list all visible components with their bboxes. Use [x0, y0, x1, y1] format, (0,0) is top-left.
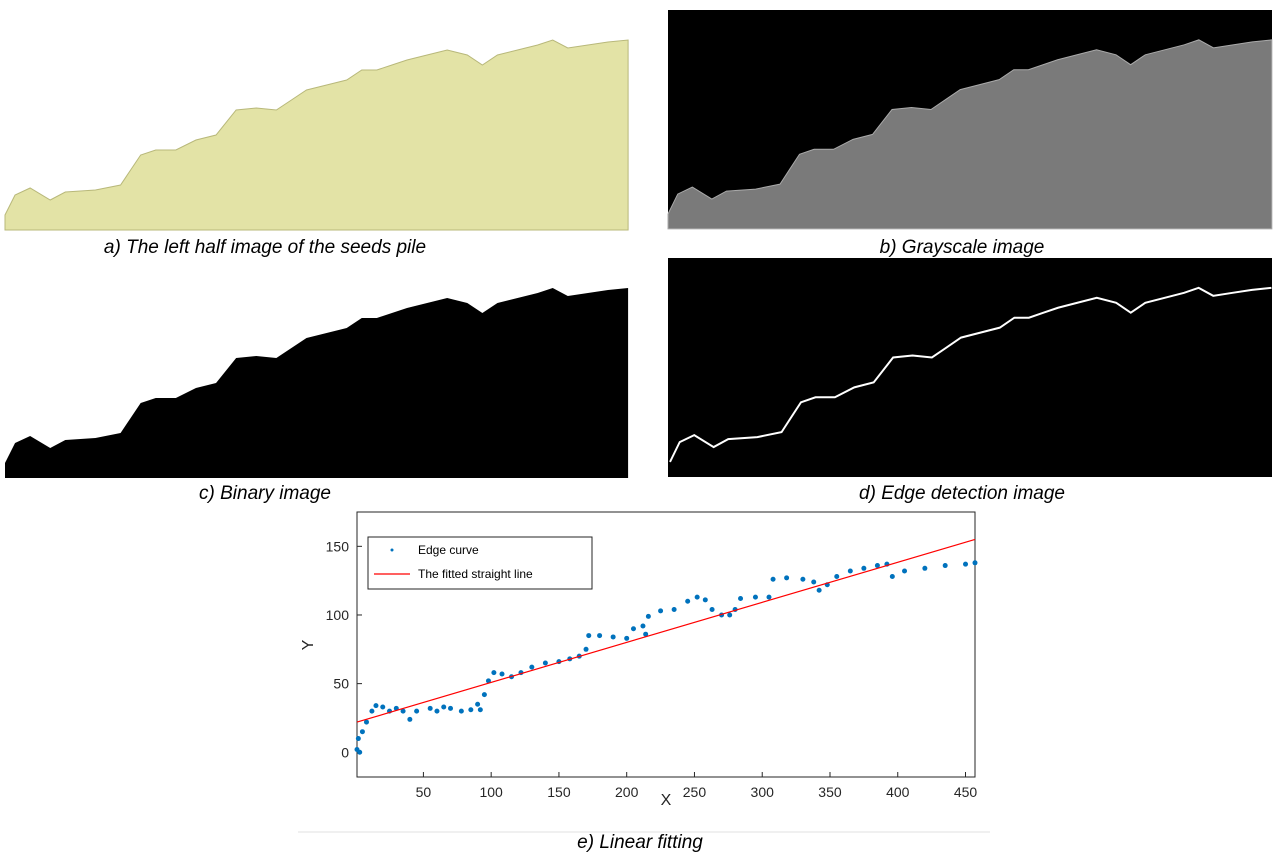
- edge-point: [963, 561, 969, 567]
- edge-point: [414, 708, 420, 714]
- edge-point: [363, 719, 369, 725]
- edge-point: [645, 613, 651, 619]
- edge-point: [694, 594, 700, 600]
- x-tick-label: 50: [416, 784, 432, 800]
- edge-point: [752, 594, 758, 600]
- caption: d) Edge detection image: [859, 483, 1065, 504]
- edge-point: [610, 634, 616, 640]
- legend-label: The fitted straight line: [418, 567, 533, 581]
- edge-point: [847, 568, 853, 574]
- edge-point: [624, 635, 630, 641]
- edge-point: [800, 576, 806, 582]
- edge-point: [640, 623, 646, 629]
- edge-point: [400, 708, 406, 714]
- edge-point: [643, 631, 649, 637]
- edge-point: [407, 716, 413, 722]
- edge-point: [889, 574, 895, 580]
- edge-point: [861, 565, 867, 571]
- edge-point: [491, 670, 497, 676]
- edge-point: [542, 660, 548, 666]
- y-tick-label: 150: [326, 538, 350, 554]
- edge-point: [902, 568, 908, 574]
- edge-point: [529, 664, 535, 670]
- panel-c-image: [5, 288, 629, 478]
- y-tick-label: 100: [326, 607, 350, 623]
- legend-marker: [390, 548, 394, 552]
- edge-point: [766, 594, 772, 600]
- edge-point: [685, 598, 691, 604]
- legend-box: [367, 536, 593, 590]
- edge-point: [816, 587, 822, 593]
- x-axis-label: X: [661, 792, 672, 809]
- edge-point: [586, 633, 592, 639]
- x-tick-label: 200: [615, 784, 639, 800]
- edge-point: [499, 671, 505, 677]
- y-axis-label: Y: [300, 639, 317, 650]
- x-tick-label: 250: [683, 784, 707, 800]
- panel-d-image: [668, 258, 1272, 477]
- edge-point: [475, 701, 481, 707]
- edge-point: [355, 736, 361, 742]
- edge-point: [738, 596, 744, 602]
- edge-point: [468, 707, 474, 713]
- edge-point: [357, 749, 363, 755]
- edge-point: [709, 606, 715, 612]
- edge-point: [630, 626, 636, 632]
- edge-point: [441, 704, 447, 710]
- panel-a-image: [4, 39, 629, 231]
- fit-line: [356, 538, 976, 723]
- caption: b) Grayscale image: [880, 237, 1045, 258]
- edge-point: [485, 678, 491, 684]
- caption: e) Linear fitting: [577, 832, 703, 853]
- edge-point: [784, 575, 790, 581]
- y-tick-label: 50: [333, 676, 349, 692]
- caption: c) Binary image: [199, 483, 331, 504]
- edge-point: [477, 707, 483, 713]
- x-tick-label: 100: [479, 784, 503, 800]
- edge-point: [702, 597, 708, 603]
- edge-point: [811, 579, 817, 585]
- edge-point: [658, 608, 664, 614]
- edge-point: [770, 576, 776, 582]
- edge-point: [942, 563, 948, 569]
- x-tick-label: 350: [818, 784, 842, 800]
- edge-point: [373, 703, 379, 709]
- edge-point: [427, 705, 433, 711]
- edge-point: [481, 692, 487, 698]
- y-tick-label: 0: [341, 744, 349, 760]
- edge-point: [583, 646, 589, 652]
- edge-point: [727, 612, 733, 618]
- edge-point: [448, 705, 454, 711]
- caption: a) The left half image of the seeds pile: [104, 237, 426, 258]
- edge-point: [369, 708, 375, 714]
- edge-point: [922, 565, 928, 571]
- edge-point: [597, 633, 603, 639]
- edge-point: [972, 560, 978, 566]
- x-tick-label: 150: [547, 784, 571, 800]
- legend-label: Edge curve: [418, 543, 479, 557]
- edge-point: [671, 606, 677, 612]
- edge-point: [874, 563, 880, 569]
- edge-point: [834, 574, 840, 580]
- edge-point: [359, 729, 365, 735]
- edge-point: [458, 708, 464, 714]
- x-tick-label: 300: [751, 784, 775, 800]
- edge-point: [434, 708, 440, 714]
- x-tick-label: 450: [954, 784, 978, 800]
- edge-point: [380, 704, 386, 710]
- x-tick-label: 400: [886, 784, 910, 800]
